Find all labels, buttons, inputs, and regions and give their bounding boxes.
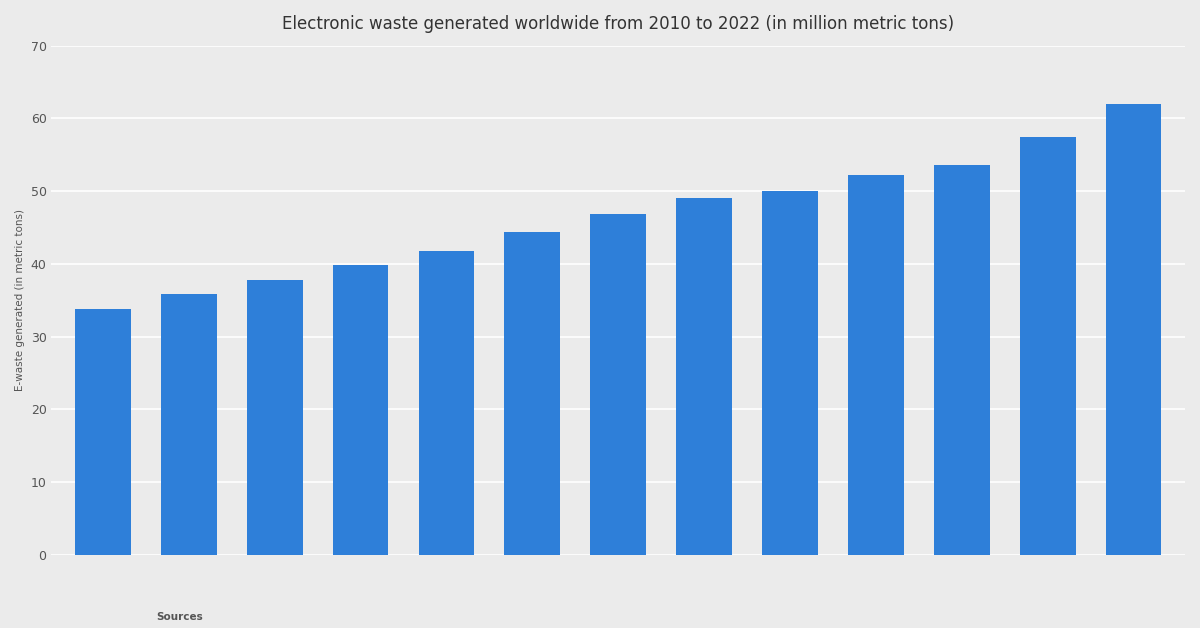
Title: Electronic waste generated worldwide from 2010 to 2022 (in million metric tons): Electronic waste generated worldwide fro… [282,15,954,33]
Text: Sources: Sources [156,612,203,622]
Bar [161,295,217,555]
Bar [247,280,302,555]
Bar [676,198,732,555]
Bar [504,232,560,555]
Bar [419,251,474,555]
Bar [848,175,904,555]
Bar [1105,104,1162,555]
Bar [1020,138,1075,555]
Bar [76,309,131,555]
Bar [590,214,646,555]
Bar [332,265,389,555]
Y-axis label: E-waste generated (in metric tons): E-waste generated (in metric tons) [14,209,25,391]
Bar [762,191,818,555]
Bar [934,165,990,555]
